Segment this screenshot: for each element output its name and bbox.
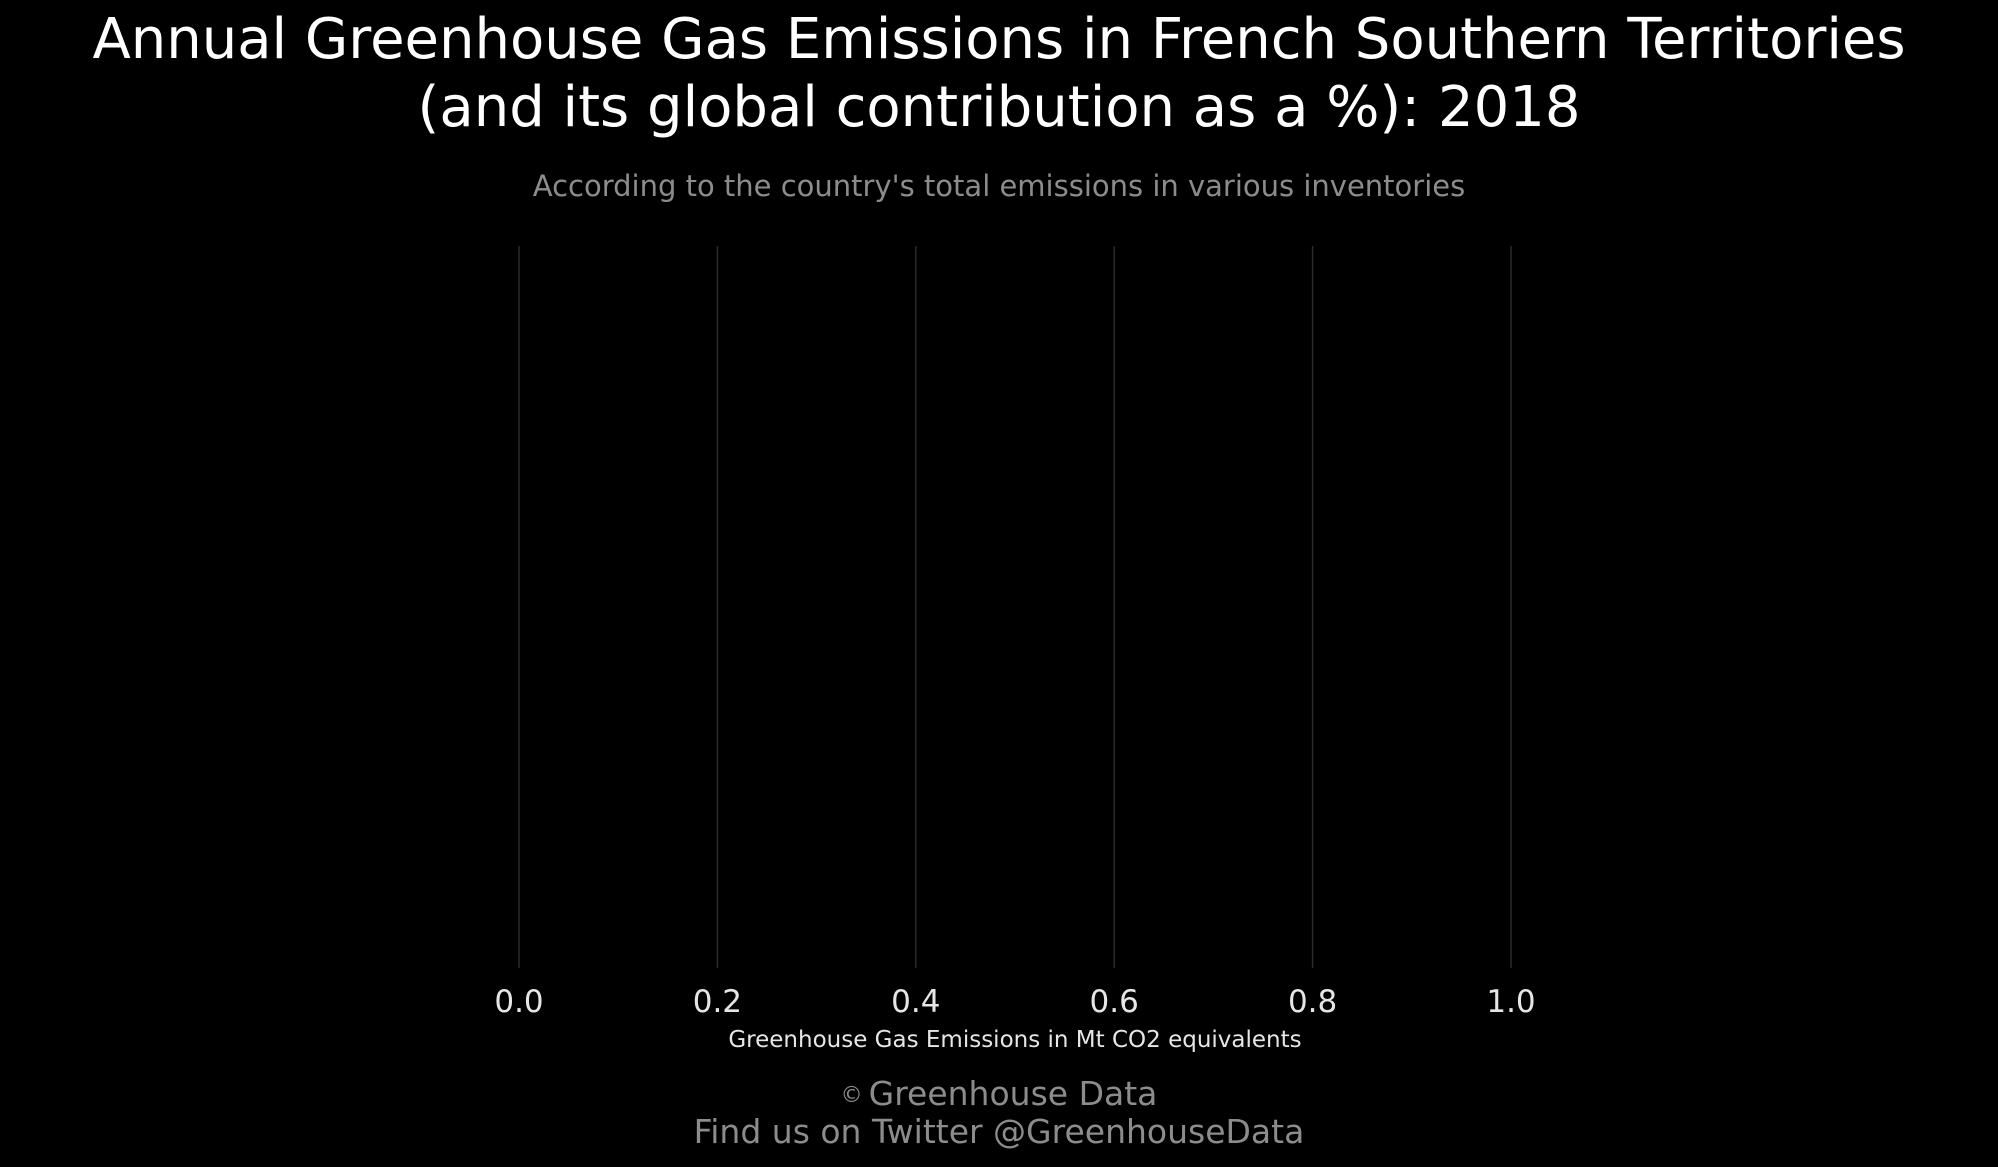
copyright-icon: © <box>840 1083 863 1108</box>
x-tick-label: 0.2 <box>693 984 742 1020</box>
x-axis-label: Greenhouse Gas Emissions in Mt CO2 equiv… <box>728 1027 1301 1053</box>
chart-title: Annual Greenhouse Gas Emissions in Frenc… <box>0 6 1998 142</box>
footer-credit: Greenhouse Data <box>868 1074 1158 1113</box>
x-tick-label: 0.8 <box>1288 984 1337 1020</box>
chart-subtitle: According to the country's total emissio… <box>532 169 1466 203</box>
gridlines <box>518 246 1512 968</box>
x-tick-label: 0.0 <box>494 984 543 1020</box>
x-tick-label: 0.6 <box>1090 984 1139 1020</box>
footer-twitter: Find us on Twitter @GreenhouseData <box>693 1112 1305 1151</box>
chart-title-line-2: (and its global contribution as a %): 20… <box>417 75 1581 140</box>
footer-credit-line: © Greenhouse Data <box>0 1075 1998 1115</box>
x-tick-label: 0.4 <box>891 984 940 1020</box>
chart-title-line-1: Annual Greenhouse Gas Emissions in Frenc… <box>92 7 1906 72</box>
x-tick-label: 1.0 <box>1486 984 1535 1020</box>
x-axis-ticks: 0.0 0.2 0.4 0.6 0.8 1.0 <box>494 984 1535 1020</box>
